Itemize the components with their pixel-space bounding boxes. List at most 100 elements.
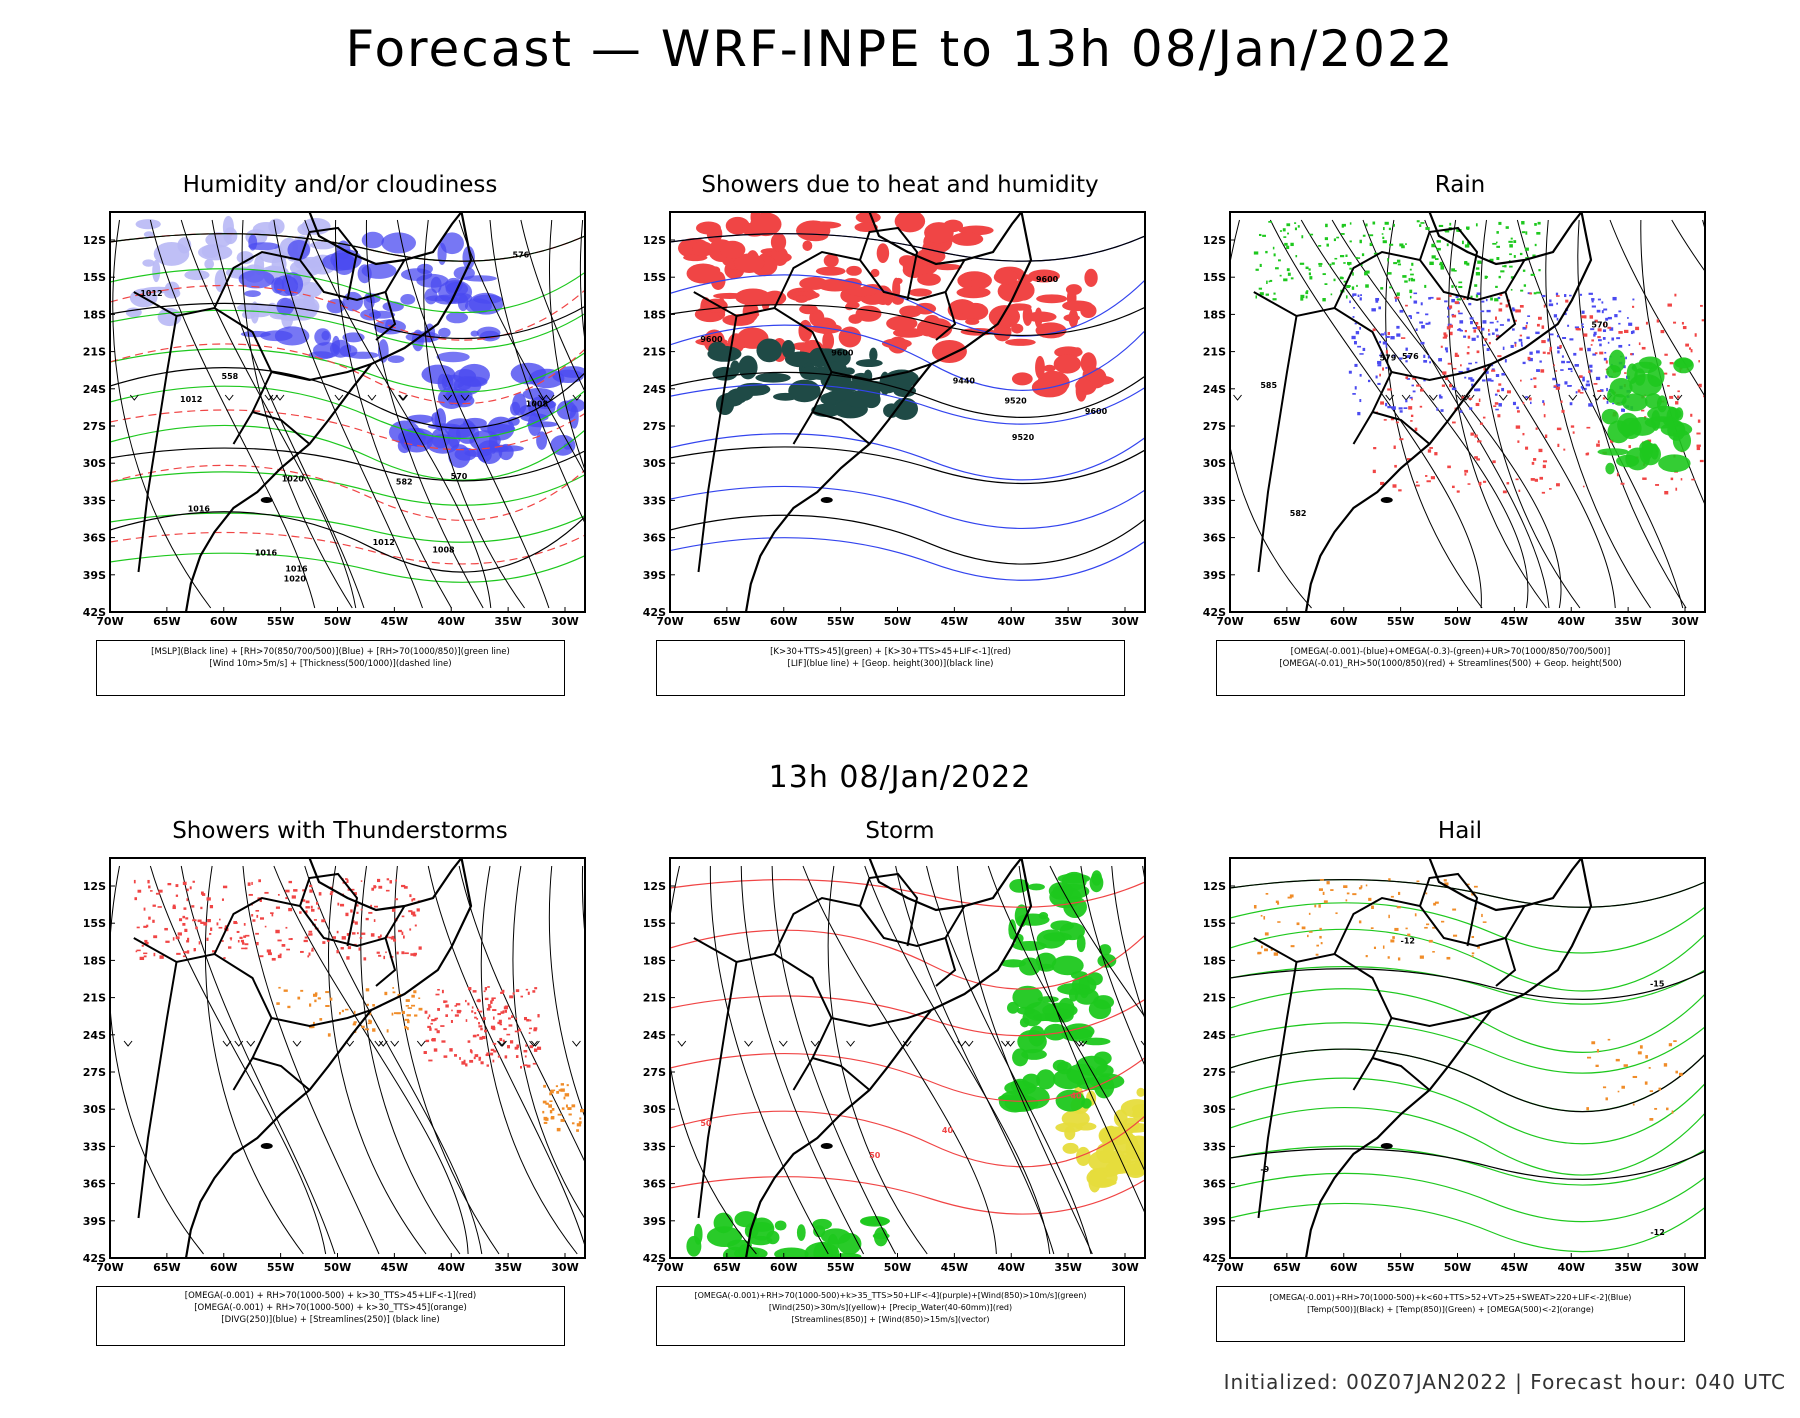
ts-red-dot — [186, 950, 190, 954]
contour-label: 9600 — [700, 335, 723, 344]
rh-green-line — [110, 512, 585, 543]
omega-green-dot — [1505, 226, 1509, 229]
ts-red-dot — [259, 917, 265, 920]
rh-green-line — [110, 348, 585, 393]
omega-blue-dot — [1582, 376, 1585, 380]
lat-tick-label: 24S — [643, 383, 666, 396]
wind850-green-south-cell — [860, 1215, 890, 1227]
ts-red-dot — [197, 919, 202, 923]
omega-green-dot — [1536, 291, 1541, 294]
lat-tick-label: 36S — [83, 1178, 106, 1191]
rh-blue-ocean-cell — [522, 388, 555, 401]
red-area-east-cell — [1063, 314, 1080, 322]
ts-orange-dot — [327, 1033, 331, 1037]
lat-tick-label: 30S — [83, 1103, 106, 1116]
ts-orange-dot — [283, 989, 288, 992]
rh-red-dot — [1544, 434, 1548, 439]
omega500-orange-east-dot — [1605, 1097, 1608, 1101]
ts-red-dot — [329, 892, 333, 896]
lon-tick-label: 50W — [884, 1261, 911, 1274]
ts-red-dot — [279, 953, 282, 956]
rh-red-dot — [1677, 390, 1680, 393]
omega-blue-dot — [1487, 378, 1492, 382]
omega500-orange-east-dot — [1617, 1090, 1620, 1093]
wind850-green-cell — [1007, 1001, 1019, 1014]
omega-green-dot — [1440, 266, 1445, 270]
ts-orange-dot — [372, 1028, 376, 1032]
ts-red-dot — [374, 905, 378, 908]
contour-label: 1012 — [373, 538, 395, 547]
omega-green-dot — [1349, 240, 1352, 243]
ts-red-east-dot — [441, 1040, 446, 1043]
streamline — [1300, 219, 1529, 609]
streamline — [149, 219, 316, 609]
contour-label: 1008 — [432, 545, 455, 554]
border-path — [213, 896, 406, 955]
omega-green-dot — [1387, 258, 1389, 262]
omega-green-dot — [1333, 278, 1336, 282]
ts-red-east-dot — [523, 1049, 528, 1053]
ts-red-east-dot — [492, 1059, 495, 1063]
omega-blue-dot — [1458, 328, 1461, 330]
ts-red-dot — [356, 911, 359, 914]
rh-red-dot — [1593, 383, 1598, 385]
rh-blue-cell — [462, 245, 475, 270]
omega-green-dot — [1401, 245, 1405, 249]
rh-red-dot — [1497, 355, 1502, 358]
lat-tick-label: 27S — [83, 420, 106, 433]
omega-blue-dot — [1488, 333, 1491, 336]
omega-blue-dot — [1522, 326, 1527, 330]
green-band-cell — [1601, 408, 1619, 425]
rh-red-dot — [1392, 484, 1397, 488]
ts-red-east-dot — [454, 1005, 458, 1007]
omega-blue-dot — [1420, 341, 1425, 345]
green-band-cell — [1647, 405, 1682, 423]
ts-red-east-dot — [499, 1023, 503, 1026]
streamline-arrow — [677, 1040, 687, 1047]
lat-tick-label: 42S — [83, 606, 106, 619]
ts-red-dot — [267, 952, 272, 956]
ts-red-dot — [411, 898, 413, 902]
geop-300-line — [670, 446, 1145, 485]
omega-green-dot — [1279, 274, 1282, 277]
ts-red-east-dot — [514, 1030, 519, 1033]
wind850-green-cell — [1008, 919, 1017, 940]
rh-red-dot — [1414, 427, 1418, 432]
omega-green-dot — [1330, 293, 1333, 296]
ts-orange-dot — [414, 1014, 418, 1017]
temp850-line — [1230, 928, 1705, 992]
omega-green-dot — [1498, 221, 1502, 225]
ts-orange-dot — [384, 991, 388, 996]
lat-tick-label: 18S — [1203, 954, 1226, 967]
ts-red-dot — [336, 930, 339, 934]
omega-blue-dot — [1525, 396, 1528, 398]
omega-blue-dot — [1541, 294, 1546, 298]
panel-title: Hail — [1437, 818, 1483, 844]
streamline — [180, 219, 357, 609]
ts-red-east-dot — [479, 1010, 483, 1013]
ts-red-dot — [388, 936, 392, 939]
omega-green-dot — [1408, 278, 1411, 282]
rh-red-dot — [1559, 344, 1562, 349]
omega-green-dot — [1343, 280, 1348, 283]
omega-green-dot — [1534, 223, 1537, 226]
rh-red-dot — [1505, 304, 1509, 308]
ts-red-dot — [222, 885, 228, 889]
wind850-green-cell — [1098, 944, 1112, 956]
lon-tick-label: 55W — [827, 1261, 854, 1274]
omega500-orange-dot — [1318, 888, 1323, 891]
rh-red-dot — [1393, 445, 1396, 449]
ts-red-east-dot — [456, 1009, 461, 1014]
omega-green-dot — [1502, 265, 1507, 268]
ts-red-east-dot — [527, 991, 530, 995]
green-band-cell — [1597, 448, 1629, 456]
lake — [260, 1143, 273, 1149]
omega-blue-dot — [1494, 393, 1498, 396]
omega-blue-dot — [1375, 375, 1378, 379]
streamline-arrow — [334, 394, 344, 401]
legend-line: [OMEGA(-0.01)_RH>50(1000/850)(red) + Str… — [1279, 659, 1622, 669]
omega-blue-dot — [1408, 315, 1412, 318]
ts-red-dot — [285, 889, 290, 893]
omega-blue-dot — [1352, 293, 1357, 296]
rh-blue-ocean-cell — [454, 447, 477, 461]
